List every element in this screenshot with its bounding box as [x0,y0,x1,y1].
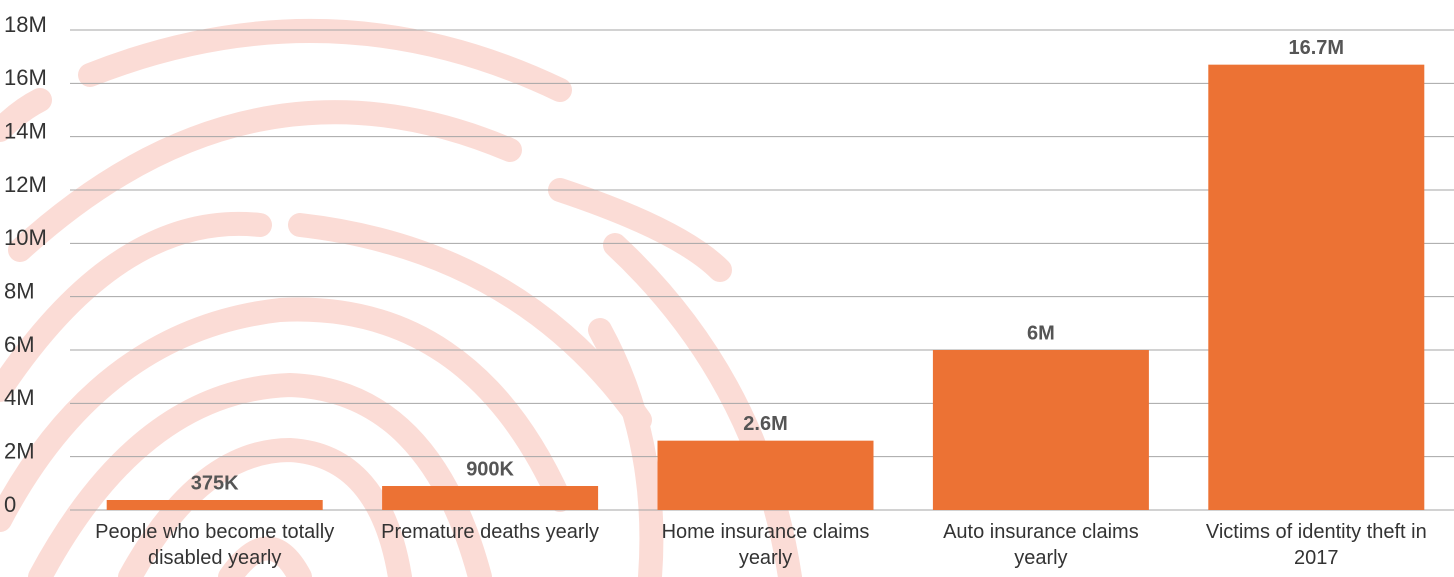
y-tick-label: 10M [4,225,47,250]
decor-arc [28,372,492,577]
y-tick-label: 18M [4,12,47,37]
y-tick-label: 14M [4,118,47,143]
value-label: 900K [466,458,514,480]
decor-arc [0,88,52,142]
decor-arc [218,536,312,577]
decor-arc [78,19,572,102]
y-tick-label: 12M [4,172,47,197]
background-fingerprint [0,19,802,577]
decor-arc [588,318,664,577]
x-tick-label: Auto insurance claims yearly [943,521,1139,569]
y-tick-label: 0 [4,492,16,517]
x-tick-label: Victims of identity theft in 2017 [1205,521,1427,569]
bar [106,500,323,510]
value-label: 6M [1027,322,1055,344]
x-tick-label: Home insurance claims yearly [661,521,870,569]
value-label: 16.7M [1289,37,1345,59]
bar [382,486,599,510]
y-tick-label: 8M [4,278,35,303]
decor-arc [0,211,272,402]
decor-arc [8,100,522,262]
plot: 0 2M 4M 6M 8M 10M 12M 14M 16M 18M 375K 900K 2.6M 6M 16… [4,12,1454,517]
decor-arc [288,213,652,432]
decor-arc [548,178,732,282]
y-tick-label: 2M [4,438,35,463]
y-tick-label: 4M [4,385,35,410]
value-label: 2.6M [743,413,787,435]
value-label: 375K [191,472,239,494]
y-tick-label: 6M [4,332,35,357]
bar [657,440,874,510]
bar [1208,64,1425,511]
x-tick-label: People who become totally disabled yearl… [95,521,335,569]
y-tick-label: 16M [4,65,47,90]
x-tick-label: Premature deaths yearly [381,521,600,543]
decor-arc [0,297,572,532]
bar [932,350,1149,510]
decor-arc [603,233,802,577]
